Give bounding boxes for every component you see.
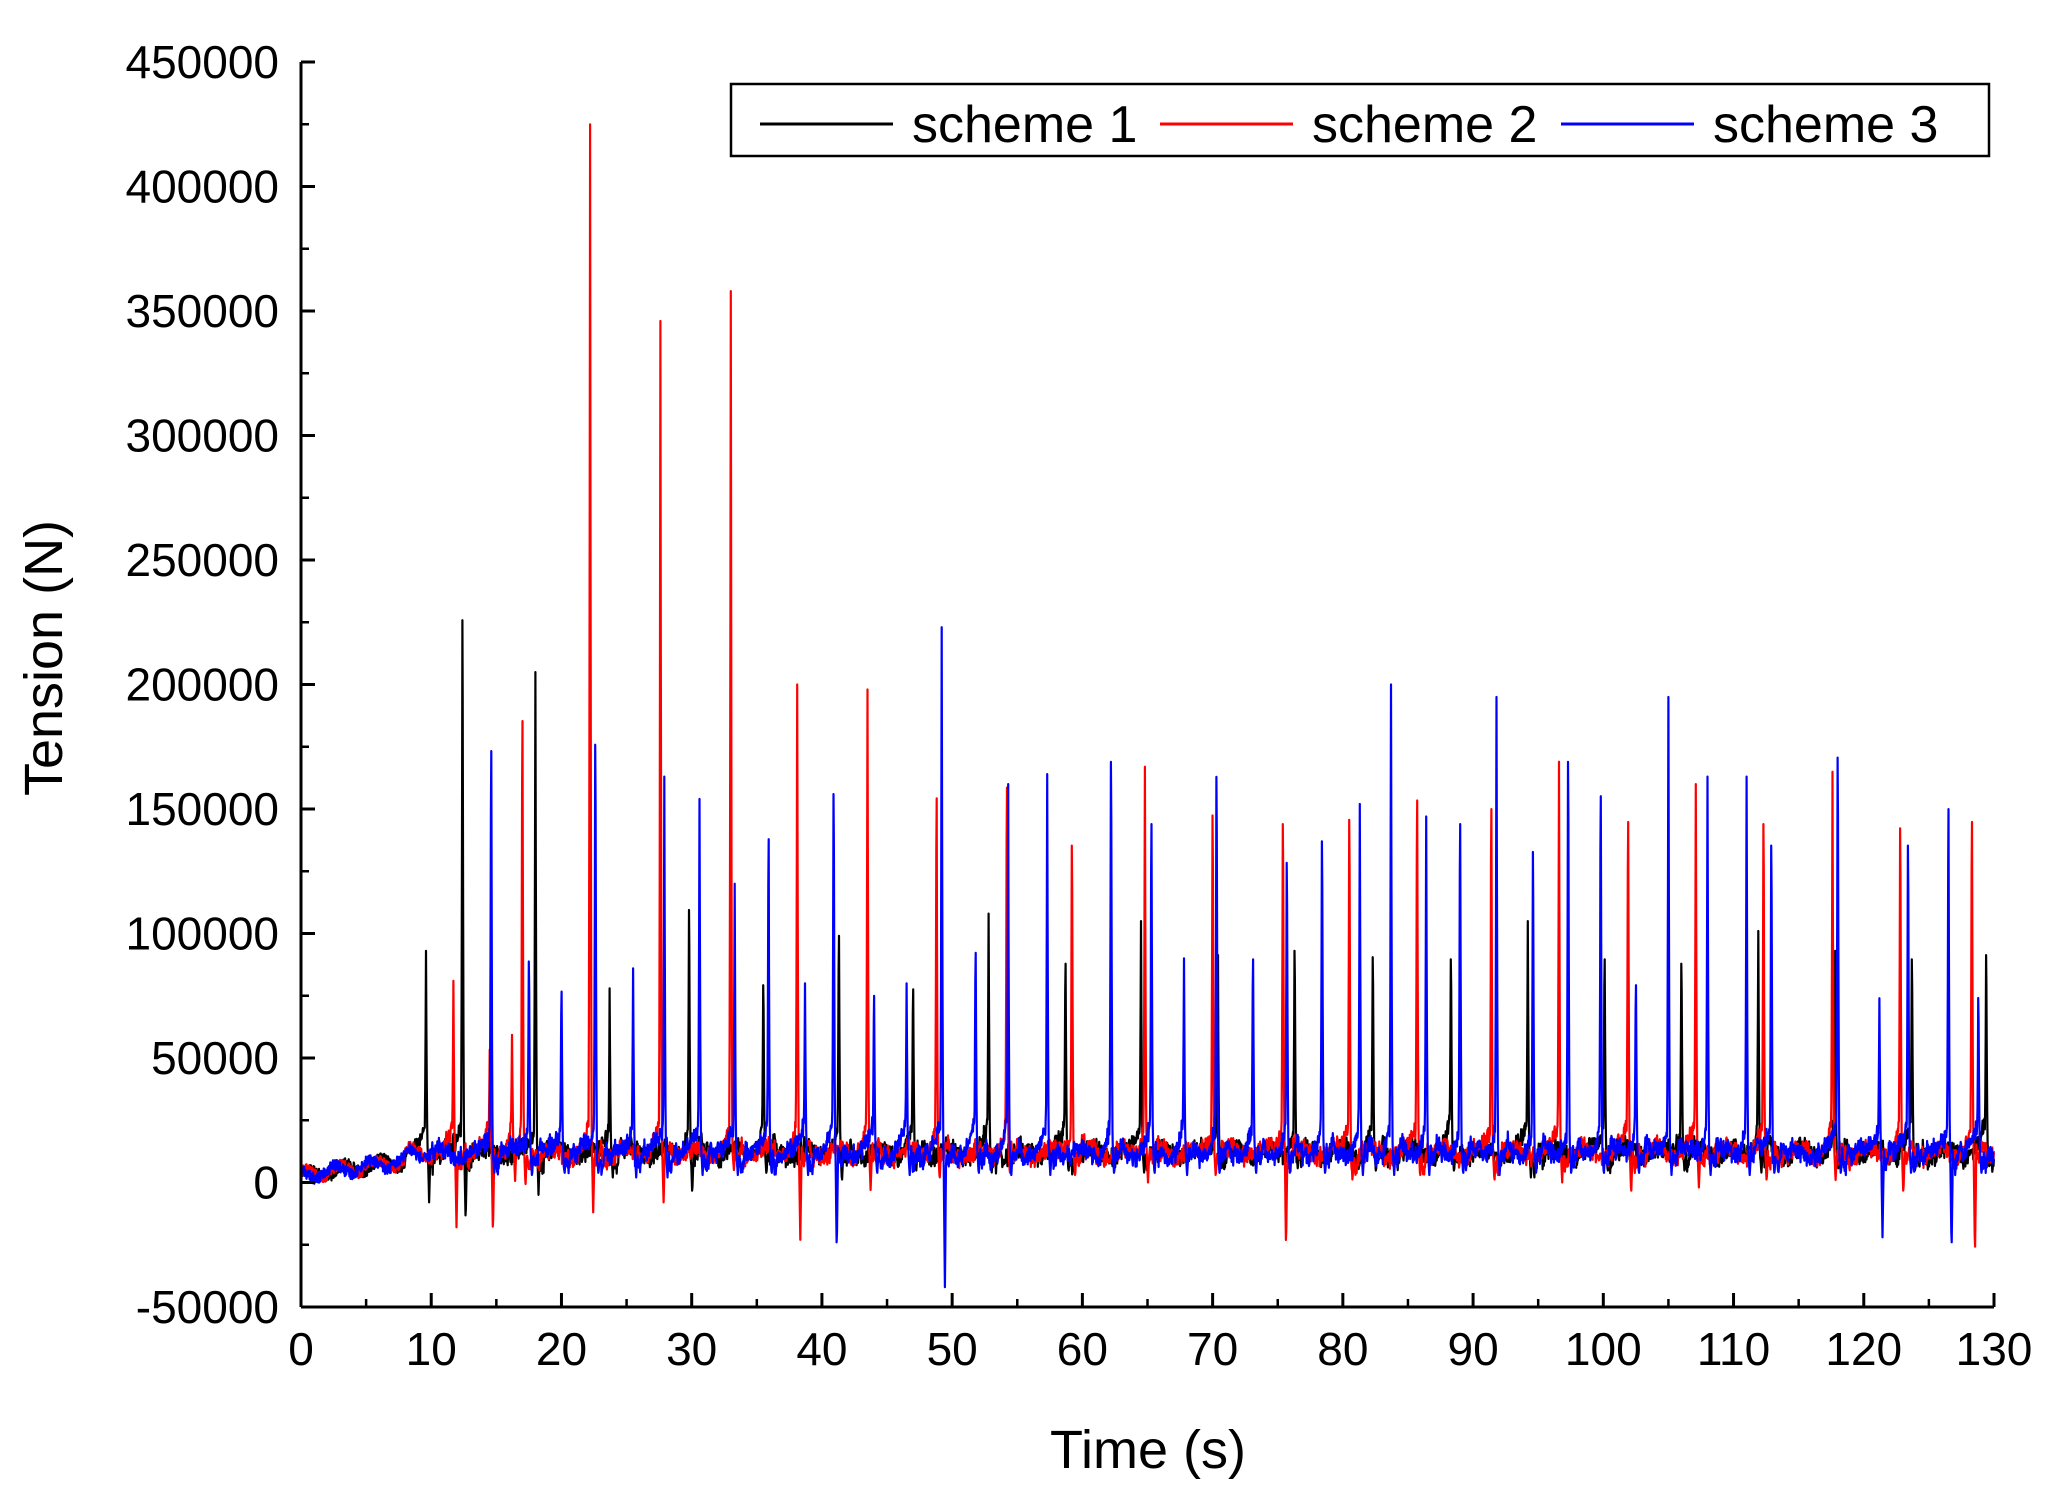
y-tick-label: 400000: [126, 161, 280, 213]
x-tick-label: 50: [927, 1323, 978, 1375]
x-axis-ticks: 0 10 20 30 40 50 60 70 80 90 100 110 120 130: [288, 1293, 2032, 1375]
y-tick-label: -50000: [136, 1281, 279, 1333]
x-tick-label: 110: [1697, 1323, 1770, 1375]
x-tick-label: 40: [796, 1323, 847, 1375]
legend-label-scheme-3: scheme 3: [1713, 96, 1938, 154]
x-tick-label: 70: [1187, 1323, 1238, 1375]
x-tick-label: 130: [1956, 1323, 2033, 1375]
legend: scheme 1 scheme 2 scheme 3: [729, 82, 1991, 158]
y-axis-ticks: -50000 0 50000 100000 150000 200000 250000 3000…: [126, 36, 315, 1333]
y-tick-label: 150000: [126, 783, 280, 835]
plot-area: [301, 62, 1994, 1307]
x-tick-label: 30: [666, 1323, 717, 1375]
y-tick-label: 100000: [126, 908, 280, 960]
series-line-scheme-2: [299, 123, 1995, 1248]
y-tick-label: 450000: [126, 36, 280, 88]
x-tick-label: 120: [1825, 1323, 1902, 1375]
plot-lines: [299, 123, 1995, 1289]
x-tick-label: 80: [1317, 1323, 1368, 1375]
y-tick-label: 250000: [126, 534, 280, 586]
legend-box: [729, 82, 1991, 158]
legend-label-scheme-1: scheme 1: [912, 96, 1137, 154]
x-tick-label: 20: [536, 1323, 587, 1375]
x-tick-label: 10: [406, 1323, 457, 1375]
x-axis-title: Time (s): [1050, 1420, 1246, 1480]
x-tick-label: 60: [1057, 1323, 1108, 1375]
x-tick-label: 100: [1565, 1323, 1642, 1375]
y-tick-label: 0: [253, 1157, 279, 1209]
y-tick-label: 200000: [126, 659, 280, 711]
x-tick-label: 90: [1447, 1323, 1498, 1375]
y-axis-title: Tension (N): [14, 520, 74, 796]
series-line-scheme-3: [299, 626, 1995, 1289]
legend-label-scheme-2: scheme 2: [1312, 96, 1537, 154]
x-tick-label: 0: [288, 1323, 314, 1375]
y-tick-label: 350000: [126, 285, 280, 337]
y-tick-label: 50000: [151, 1032, 279, 1084]
y-tick-label: 300000: [126, 410, 280, 462]
